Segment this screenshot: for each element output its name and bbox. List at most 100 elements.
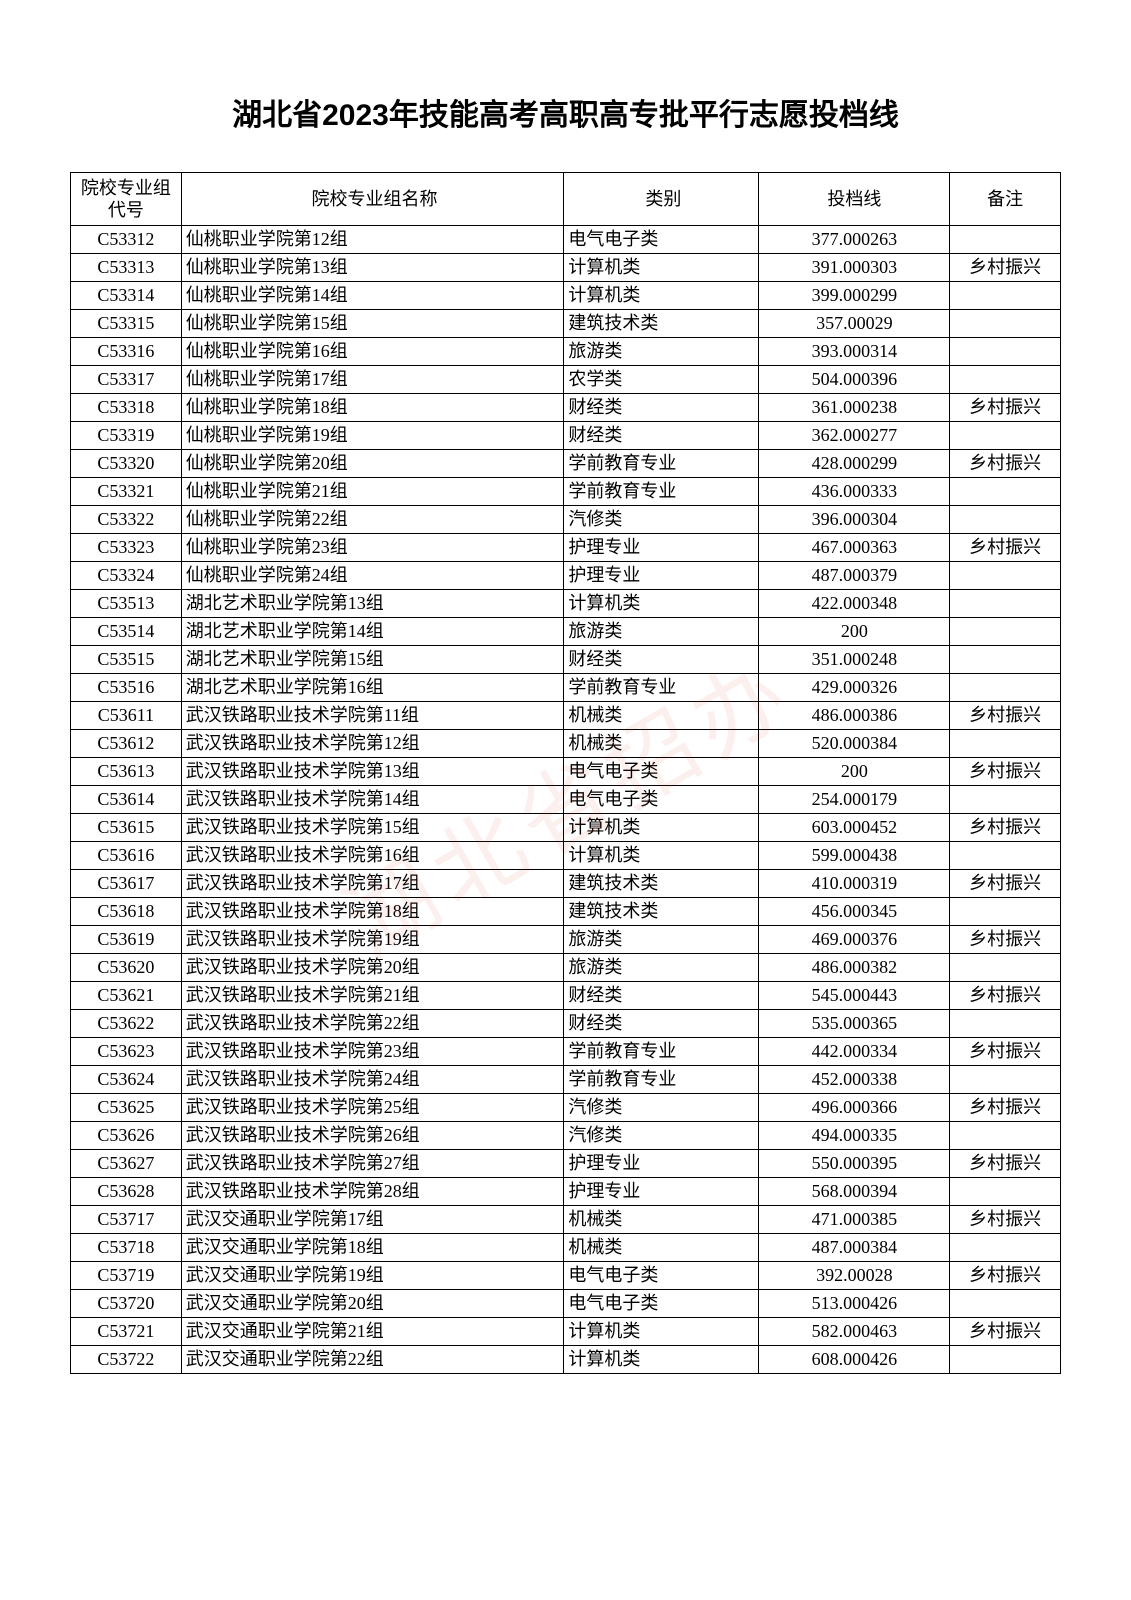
- table-row: C53627武汉铁路职业技术学院第27组护理专业550.000395乡村振兴: [71, 1150, 1061, 1178]
- cell-name: 武汉交通职业学院第20组: [181, 1290, 564, 1318]
- cell-note: 乡村振兴: [950, 702, 1061, 730]
- cell-note: [950, 282, 1061, 310]
- cell-note: [950, 226, 1061, 254]
- table-row: C53722武汉交通职业学院第22组计算机类608.000426: [71, 1346, 1061, 1374]
- cell-name: 武汉铁路职业技术学院第19组: [181, 926, 564, 954]
- cell-code: C53324: [71, 562, 182, 590]
- cell-name: 湖北艺术职业学院第14组: [181, 618, 564, 646]
- cell-score: 200: [759, 758, 950, 786]
- table-row: C53721武汉交通职业学院第21组计算机类582.000463乡村振兴: [71, 1318, 1061, 1346]
- table-row: C53315仙桃职业学院第15组建筑技术类357.00029: [71, 310, 1061, 338]
- cell-score: 608.000426: [759, 1346, 950, 1374]
- cell-category: 财经类: [564, 982, 759, 1010]
- cell-score: 429.000326: [759, 674, 950, 702]
- table-row: C53622武汉铁路职业技术学院第22组财经类535.000365: [71, 1010, 1061, 1038]
- cell-note: [950, 1122, 1061, 1150]
- cell-code: C53613: [71, 758, 182, 786]
- cell-code: C53619: [71, 926, 182, 954]
- cell-score: 469.000376: [759, 926, 950, 954]
- table-row: C53718武汉交通职业学院第18组机械类487.000384: [71, 1234, 1061, 1262]
- table-row: C53719武汉交通职业学院第19组电气电子类392.00028乡村振兴: [71, 1262, 1061, 1290]
- cell-category: 机械类: [564, 730, 759, 758]
- cell-name: 武汉铁路职业技术学院第16组: [181, 842, 564, 870]
- cell-note: 乡村振兴: [950, 982, 1061, 1010]
- cell-note: [950, 1066, 1061, 1094]
- cell-code: C53314: [71, 282, 182, 310]
- cell-name: 武汉铁路职业技术学院第17组: [181, 870, 564, 898]
- cell-note: [950, 1346, 1061, 1374]
- page-container: 湖北省招办 湖北省2023年技能高考高职高专批平行志愿投档线 院校专业组 代号 …: [0, 0, 1131, 1600]
- cell-score: 471.000385: [759, 1206, 950, 1234]
- cell-code: C53515: [71, 646, 182, 674]
- cell-score: 254.000179: [759, 786, 950, 814]
- cell-code: C53316: [71, 338, 182, 366]
- cell-note: 乡村振兴: [950, 534, 1061, 562]
- cell-category: 农学类: [564, 366, 759, 394]
- table-row: C53317仙桃职业学院第17组农学类504.000396: [71, 366, 1061, 394]
- cell-category: 护理专业: [564, 534, 759, 562]
- cell-category: 旅游类: [564, 618, 759, 646]
- table-row: C53314仙桃职业学院第14组计算机类399.000299: [71, 282, 1061, 310]
- cell-score: 393.000314: [759, 338, 950, 366]
- cell-code: C53720: [71, 1290, 182, 1318]
- cell-category: 计算机类: [564, 254, 759, 282]
- cell-score: 391.000303: [759, 254, 950, 282]
- cell-score: 487.000379: [759, 562, 950, 590]
- cell-code: C53624: [71, 1066, 182, 1094]
- table-row: C53612武汉铁路职业技术学院第12组机械类520.000384: [71, 730, 1061, 758]
- cell-category: 汽修类: [564, 1122, 759, 1150]
- cell-note: [950, 646, 1061, 674]
- cell-name: 湖北艺术职业学院第16组: [181, 674, 564, 702]
- cell-name: 武汉铁路职业技术学院第12组: [181, 730, 564, 758]
- cell-name: 仙桃职业学院第21组: [181, 478, 564, 506]
- cell-category: 电气电子类: [564, 786, 759, 814]
- cell-code: C53622: [71, 1010, 182, 1038]
- cell-score: 582.000463: [759, 1318, 950, 1346]
- cell-score: 377.000263: [759, 226, 950, 254]
- table-row: C53614武汉铁路职业技术学院第14组电气电子类254.000179: [71, 786, 1061, 814]
- cell-code: C53628: [71, 1178, 182, 1206]
- cell-name: 仙桃职业学院第24组: [181, 562, 564, 590]
- cell-note: [950, 1010, 1061, 1038]
- cell-category: 学前教育专业: [564, 1038, 759, 1066]
- table-row: C53316仙桃职业学院第16组旅游类393.000314: [71, 338, 1061, 366]
- cell-note: 乡村振兴: [950, 1150, 1061, 1178]
- cell-category: 电气电子类: [564, 758, 759, 786]
- cell-name: 仙桃职业学院第22组: [181, 506, 564, 534]
- table-row: C53516湖北艺术职业学院第16组学前教育专业429.000326: [71, 674, 1061, 702]
- cell-code: C53718: [71, 1234, 182, 1262]
- cell-note: [950, 562, 1061, 590]
- cell-name: 武汉铁路职业技术学院第24组: [181, 1066, 564, 1094]
- table-body: C53312仙桃职业学院第12组电气电子类377.000263C53313仙桃职…: [71, 226, 1061, 1374]
- cell-note: [950, 674, 1061, 702]
- cell-code: C53719: [71, 1262, 182, 1290]
- cell-score: 494.000335: [759, 1122, 950, 1150]
- cell-code: C53513: [71, 590, 182, 618]
- table-row: C53515湖北艺术职业学院第15组财经类351.000248: [71, 646, 1061, 674]
- table-row: C53320仙桃职业学院第20组学前教育专业428.000299乡村振兴: [71, 450, 1061, 478]
- cell-note: 乡村振兴: [950, 814, 1061, 842]
- cell-category: 建筑技术类: [564, 870, 759, 898]
- table-row: C53611武汉铁路职业技术学院第11组机械类486.000386乡村振兴: [71, 702, 1061, 730]
- cell-score: 200: [759, 618, 950, 646]
- cell-code: C53317: [71, 366, 182, 394]
- cell-category: 机械类: [564, 702, 759, 730]
- table-row: C53513湖北艺术职业学院第13组计算机类422.000348: [71, 590, 1061, 618]
- cell-category: 学前教育专业: [564, 1066, 759, 1094]
- cell-note: 乡村振兴: [950, 1038, 1061, 1066]
- cell-name: 仙桃职业学院第23组: [181, 534, 564, 562]
- cell-category: 电气电子类: [564, 226, 759, 254]
- cell-name: 仙桃职业学院第18组: [181, 394, 564, 422]
- cell-note: 乡村振兴: [950, 758, 1061, 786]
- cell-code: C53320: [71, 450, 182, 478]
- cell-note: [950, 338, 1061, 366]
- table-row: C53720武汉交通职业学院第20组电气电子类513.000426: [71, 1290, 1061, 1318]
- cell-name: 武汉交通职业学院第19组: [181, 1262, 564, 1290]
- cell-category: 计算机类: [564, 590, 759, 618]
- cell-name: 仙桃职业学院第16组: [181, 338, 564, 366]
- cell-code: C53611: [71, 702, 182, 730]
- cell-code: C53313: [71, 254, 182, 282]
- cell-code: C53612: [71, 730, 182, 758]
- cell-name: 仙桃职业学院第14组: [181, 282, 564, 310]
- cell-code: C53315: [71, 310, 182, 338]
